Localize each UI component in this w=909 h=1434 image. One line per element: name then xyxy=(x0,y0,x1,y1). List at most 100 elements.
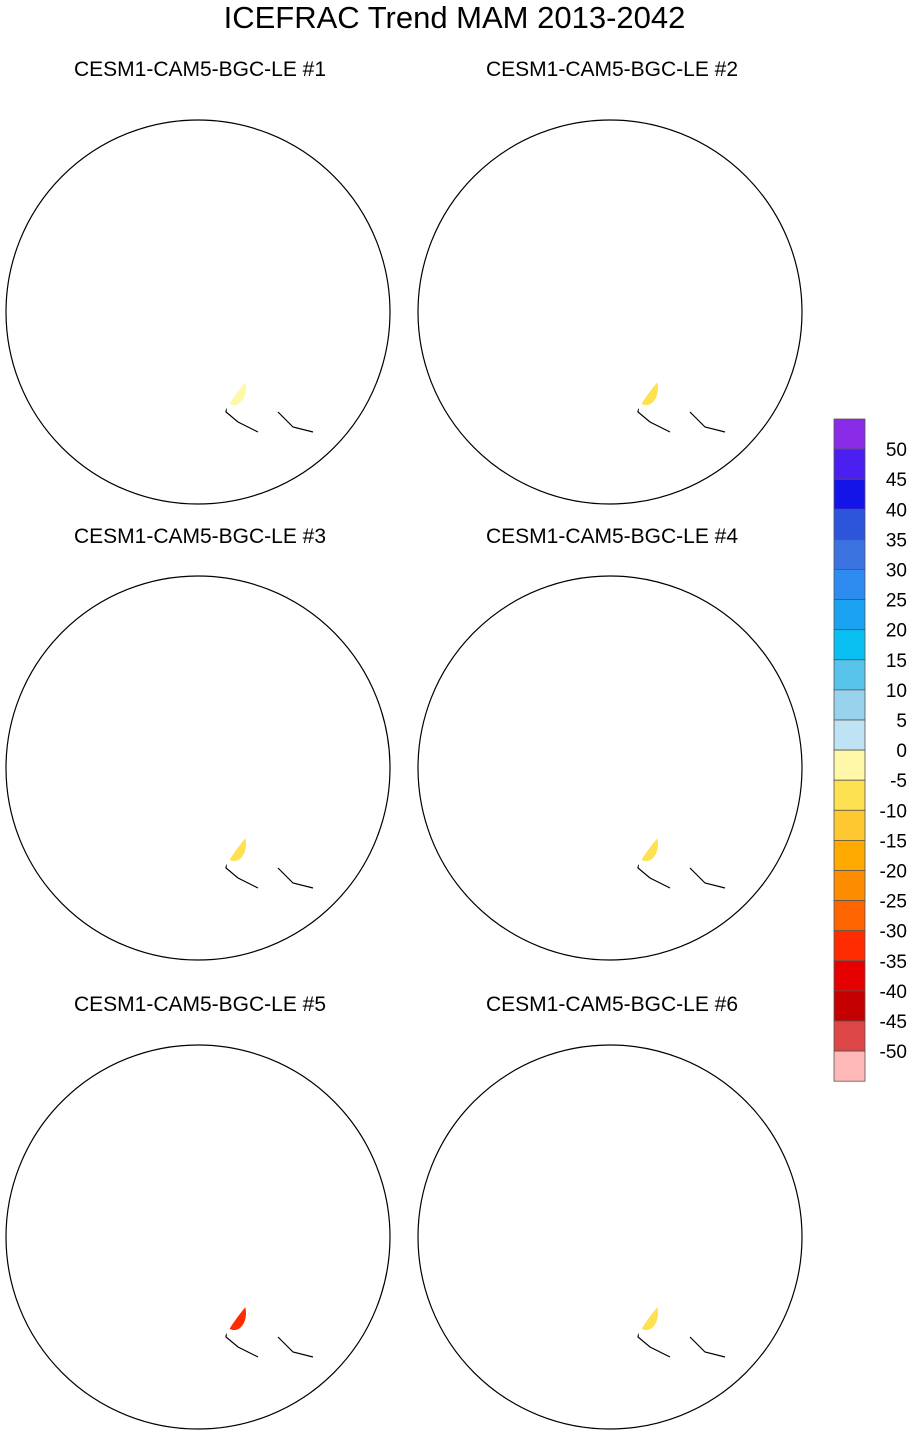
coastline-3 xyxy=(200,355,229,391)
coastline-8 xyxy=(28,1207,88,1227)
region-kara-sea xyxy=(253,245,288,284)
map-border xyxy=(417,119,803,505)
coastline-2 xyxy=(208,590,348,628)
region-gulf-of-st-lawrence xyxy=(435,810,464,839)
coastline-1 xyxy=(38,190,146,212)
region-central-arctic xyxy=(200,314,254,333)
coastline-6 xyxy=(277,1336,314,1358)
colorbar-tick-label: 5 xyxy=(896,711,907,732)
region-baffin-bay xyxy=(505,783,540,818)
coastline-8 xyxy=(440,282,500,302)
coastline-3 xyxy=(612,355,641,391)
coastline-1 xyxy=(38,1115,146,1137)
coastline-8 xyxy=(440,738,500,758)
region-canadian-archipelago xyxy=(100,270,144,317)
coastline-7 xyxy=(318,252,338,272)
coastline-7 xyxy=(318,708,338,728)
coastline-7 xyxy=(730,708,750,728)
colorbar-tick-label: -5 xyxy=(890,771,907,792)
colorbar-tick-label: -45 xyxy=(880,1012,907,1033)
region-canadian-archipelago xyxy=(512,726,556,773)
colorbar: 50454035302520151050-5-10-15-20-25-30-35… xyxy=(833,418,907,1082)
colorbar-tick-label: -25 xyxy=(880,892,907,913)
region-hudson-bay xyxy=(459,752,520,790)
colorbar-tick-label: 25 xyxy=(886,591,907,612)
region-labrador-sea xyxy=(52,358,94,399)
colorbar-tick-label: -40 xyxy=(880,982,907,1003)
colorbar-swatch xyxy=(833,870,866,902)
region-ross-strait-east-greenland xyxy=(126,1293,187,1322)
coastline-4 xyxy=(23,808,58,858)
colorbar-swatch xyxy=(833,448,866,480)
region-ross-strait-east-greenland xyxy=(538,824,599,853)
colorbar-swatch xyxy=(833,749,866,781)
colorbar-tick-label: 10 xyxy=(886,681,907,702)
region-central-arctic xyxy=(200,770,254,789)
coastline-4 xyxy=(435,1277,470,1327)
region-sea-of-okhotsk xyxy=(235,609,299,660)
coastline-8 xyxy=(28,738,88,758)
panel-title-3: CESM1-CAM5-BGC-LE #3 xyxy=(73,525,327,548)
colorbar-tick-label: -50 xyxy=(880,1042,907,1063)
map-border xyxy=(5,575,391,961)
coastline-4 xyxy=(435,808,470,858)
colorbar-swatch xyxy=(833,689,866,721)
coastline-3 xyxy=(200,811,229,847)
region-barents-sea xyxy=(225,770,277,817)
region-central-arctic xyxy=(612,1239,666,1258)
region-canadian-archipelago xyxy=(512,270,556,317)
coastline-1 xyxy=(450,646,558,668)
region-bering-sea xyxy=(152,1102,200,1142)
region-hudson-bay xyxy=(47,1221,108,1259)
region-baltic-sea xyxy=(224,375,246,406)
map-border xyxy=(5,119,391,505)
coastline-8 xyxy=(440,1207,500,1227)
region-labrador-sea xyxy=(52,1283,94,1324)
colorbar-swatch xyxy=(833,569,866,601)
coastline-6 xyxy=(277,867,314,889)
colorbar-tick-label: 35 xyxy=(886,530,907,551)
coastline-1 xyxy=(38,646,146,668)
region-baltic-sea xyxy=(224,1300,246,1331)
coastline-1 xyxy=(450,1115,558,1137)
region-ross-strait-east-greenland xyxy=(538,1293,599,1322)
coastline-3 xyxy=(612,811,641,847)
region-labrador-sea xyxy=(464,814,506,855)
coastline-7 xyxy=(318,1177,338,1197)
colorbar-swatch xyxy=(833,960,866,992)
colorbar-tick-label: 0 xyxy=(896,741,907,762)
region-baltic-sea xyxy=(636,1300,658,1331)
colorbar-swatch xyxy=(833,599,866,631)
region-barents-sea xyxy=(225,314,277,361)
colorbar-swatch xyxy=(833,779,866,811)
colorbar-swatch xyxy=(833,539,866,570)
region-ross-strait-east-greenland xyxy=(538,368,599,397)
panel-title-4: CESM1-CAM5-BGC-LE #4 xyxy=(485,525,739,548)
region-sea-of-okhotsk xyxy=(647,609,711,660)
region-kara-sea xyxy=(665,701,700,740)
region-greenland-sea xyxy=(200,328,241,368)
map-border xyxy=(417,575,803,961)
region-kara-sea xyxy=(665,245,700,284)
polar-map-1 xyxy=(5,119,391,505)
colorbar-tick-label: -20 xyxy=(880,862,907,883)
coastline-4 xyxy=(23,1277,58,1327)
panel-title-5: CESM1-CAM5-BGC-LE #5 xyxy=(73,993,327,1016)
region-gulf-of-st-lawrence xyxy=(23,1279,52,1308)
region-baltic-sea xyxy=(636,375,658,406)
region-baffin-bay xyxy=(505,327,540,362)
region-greenland-sea xyxy=(200,1253,241,1293)
region-baltic-sea xyxy=(224,831,246,862)
colorbar-swatch xyxy=(833,930,866,962)
coastline-4 xyxy=(23,352,58,402)
region-canadian-archipelago xyxy=(100,1195,144,1242)
region-central-arctic xyxy=(200,1239,254,1258)
region-sea-of-okhotsk xyxy=(235,1078,299,1129)
region-kara-sea xyxy=(253,701,288,740)
region-baffin-bay xyxy=(93,327,128,362)
colorbar-swatch xyxy=(833,418,866,450)
region-bering-sea xyxy=(564,177,612,217)
colorbar-tick-label: 15 xyxy=(886,651,907,672)
region-gulf-of-st-lawrence xyxy=(23,354,52,383)
